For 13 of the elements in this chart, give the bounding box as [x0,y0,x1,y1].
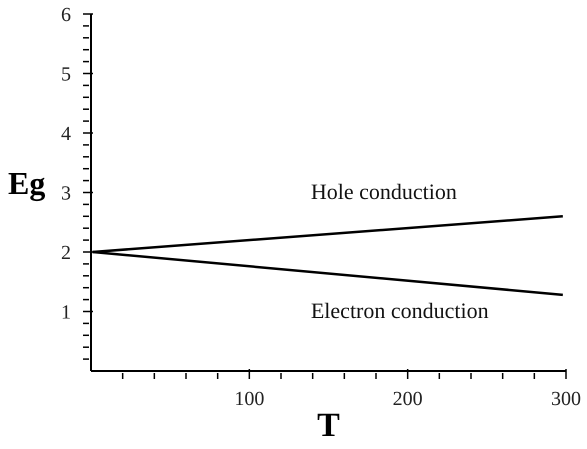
y-axis-title: Eg [8,164,46,201]
y-tick-label: 6 [61,4,71,26]
y-tick-label: 2 [61,242,71,264]
y-tick-label: 5 [61,64,71,86]
y-tick-label: 4 [61,123,71,145]
annotation: Hole conduction [310,178,458,204]
x-tick-label: 200 [392,388,423,410]
annotation: Electron conduction [310,298,490,324]
x-tick-label: 100 [234,388,264,410]
y-tick-label: 3 [61,182,71,204]
y-tick-label: 1 [61,302,71,324]
x-tick-label: 300 [551,388,581,410]
x-axis-title: T [316,407,341,445]
